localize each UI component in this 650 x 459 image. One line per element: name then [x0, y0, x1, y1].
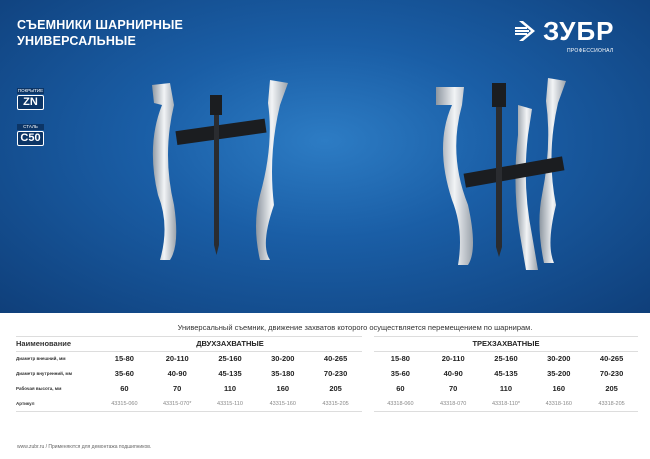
cell-article: 43318-160: [532, 396, 586, 412]
cell-height: 70: [173, 384, 182, 393]
cell-article: 43318-060: [373, 396, 427, 412]
description-caption: Универсальный съемник, движение захватов…: [177, 323, 533, 332]
logo-subtitle: ПРОФЕССИОНАЛ: [567, 48, 614, 54]
group-header: ТРЕХЗАХВАТНЫЕ: [373, 336, 638, 352]
badge-label: СТАЛЬ: [17, 124, 44, 130]
cell-height: 60: [396, 384, 405, 393]
cell-height: 160: [552, 384, 566, 393]
cell-outer: 20-110: [165, 354, 189, 364]
cell-inner: 45-135: [218, 369, 242, 378]
row-label: Артикул: [16, 396, 98, 412]
badge-value: ZN: [17, 95, 44, 110]
cell-outer: 25-160: [218, 354, 242, 364]
spacer: [362, 382, 374, 397]
logo-text: ЗУБР: [543, 16, 615, 46]
cell-outer: 15-80: [390, 354, 410, 364]
badge-label: ПОКРЫТИЕ: [17, 88, 44, 94]
cell-height: 70: [449, 384, 458, 393]
steel-badge: СТАЛЬ C50: [17, 124, 44, 146]
spacer: [362, 337, 374, 352]
two-jaw-puller-image: [152, 80, 288, 260]
row-label: Диаметр внешний, мм: [16, 356, 66, 362]
title-line: УНИВЕРСАЛЬНЫЕ: [17, 34, 137, 48]
table-row-article: Артикул 43315-060 43315-070* 43315-110 43315…: [16, 396, 638, 412]
cell-outer: 40-265: [323, 354, 348, 364]
cell-height: 205: [329, 384, 342, 393]
cell-inner: 45-135: [494, 369, 518, 378]
cell-article: 43315-110: [203, 396, 257, 412]
cell-inner: 70-230: [323, 369, 348, 378]
cell-article: 43315-070*: [150, 396, 204, 412]
cell-article: 43315-205: [309, 396, 362, 412]
table-row-inner: Диаметр внутренний, мм 35-60 40-90 45-135 35…: [16, 367, 638, 382]
coating-badge: ПОКРЫТИЕ ZN: [17, 88, 44, 110]
group-header: ДВУХЗАХВАТНЫЕ: [98, 336, 362, 352]
cell-outer: 15-80: [114, 354, 134, 364]
three-jaw-puller-image: [436, 78, 566, 270]
spacer: [362, 352, 374, 367]
footer-text: www.zubr.ru / Применяются для демонтажа …: [17, 444, 152, 450]
cell-inner: 70-230: [599, 369, 624, 378]
spacer: [362, 397, 374, 412]
badge-value: C50: [17, 131, 44, 146]
cell-inner: 40-90: [443, 369, 463, 378]
spacer: [362, 367, 374, 382]
bison-arrow-icon: [515, 21, 535, 41]
zubr-logo: ЗУБР ПРОФЕССИОНАЛ: [515, 18, 635, 58]
cell-inner: 35-60: [114, 369, 134, 378]
title-line: СЪЕМНИКИ ШАРНИРНЫЕ: [17, 18, 184, 32]
specs-table: Наименование ДВУХЗАХВАТНЫЕ ТРЕХЗАХВАТНЫЕ…: [16, 336, 638, 412]
cell-inner: 35-200: [547, 369, 571, 378]
cell-height: 110: [499, 384, 513, 393]
cell-article: 43318-110*: [479, 396, 533, 412]
cell-outer: 20-110: [441, 354, 465, 364]
cell-article: 43315-060: [98, 396, 151, 412]
table-row-outer: Диаметр внешний, мм 15-80 20-110 25-160 30-2…: [16, 352, 638, 367]
cell-article: 43318-205: [585, 396, 638, 412]
cell-outer: 30-200: [547, 354, 571, 364]
cell-inner: 40-90: [167, 369, 187, 378]
table-header-row: Наименование ДВУХЗАХВАТНЫЕ ТРЕХЗАХВАТНЫЕ: [16, 336, 638, 352]
row-label: Рабочая высота, мм: [16, 386, 62, 391]
product-banner: СЪЕМНИКИ ШАРНИРНЫЕ УНИВЕРСАЛЬНЫЕ ЗУБР ПРО…: [0, 0, 650, 313]
cell-height: 205: [605, 384, 618, 393]
cell-inner: 35-60: [390, 369, 410, 378]
cell-article: 43318-070: [426, 396, 480, 412]
row-label: Диаметр внутренний, мм: [16, 371, 73, 376]
cell-article: 43315-160: [256, 396, 310, 412]
cell-outer: 40-265: [599, 354, 624, 364]
table-row-height: Рабочая высота, мм 60 70 110 160 205 60 70 110 16…: [16, 382, 638, 397]
cell-outer: 30-200: [271, 354, 295, 364]
row-label: Наименование: [16, 336, 98, 352]
cell-outer: 25-160: [494, 354, 518, 364]
cell-height: 160: [276, 384, 290, 393]
cell-inner: 35-180: [271, 369, 295, 378]
cell-height: 110: [223, 384, 237, 393]
product-title: СЪЕМНИКИ ШАРНИРНЫЕ УНИВЕРСАЛЬНЫЕ: [17, 17, 183, 49]
cell-height: 60: [120, 384, 129, 393]
